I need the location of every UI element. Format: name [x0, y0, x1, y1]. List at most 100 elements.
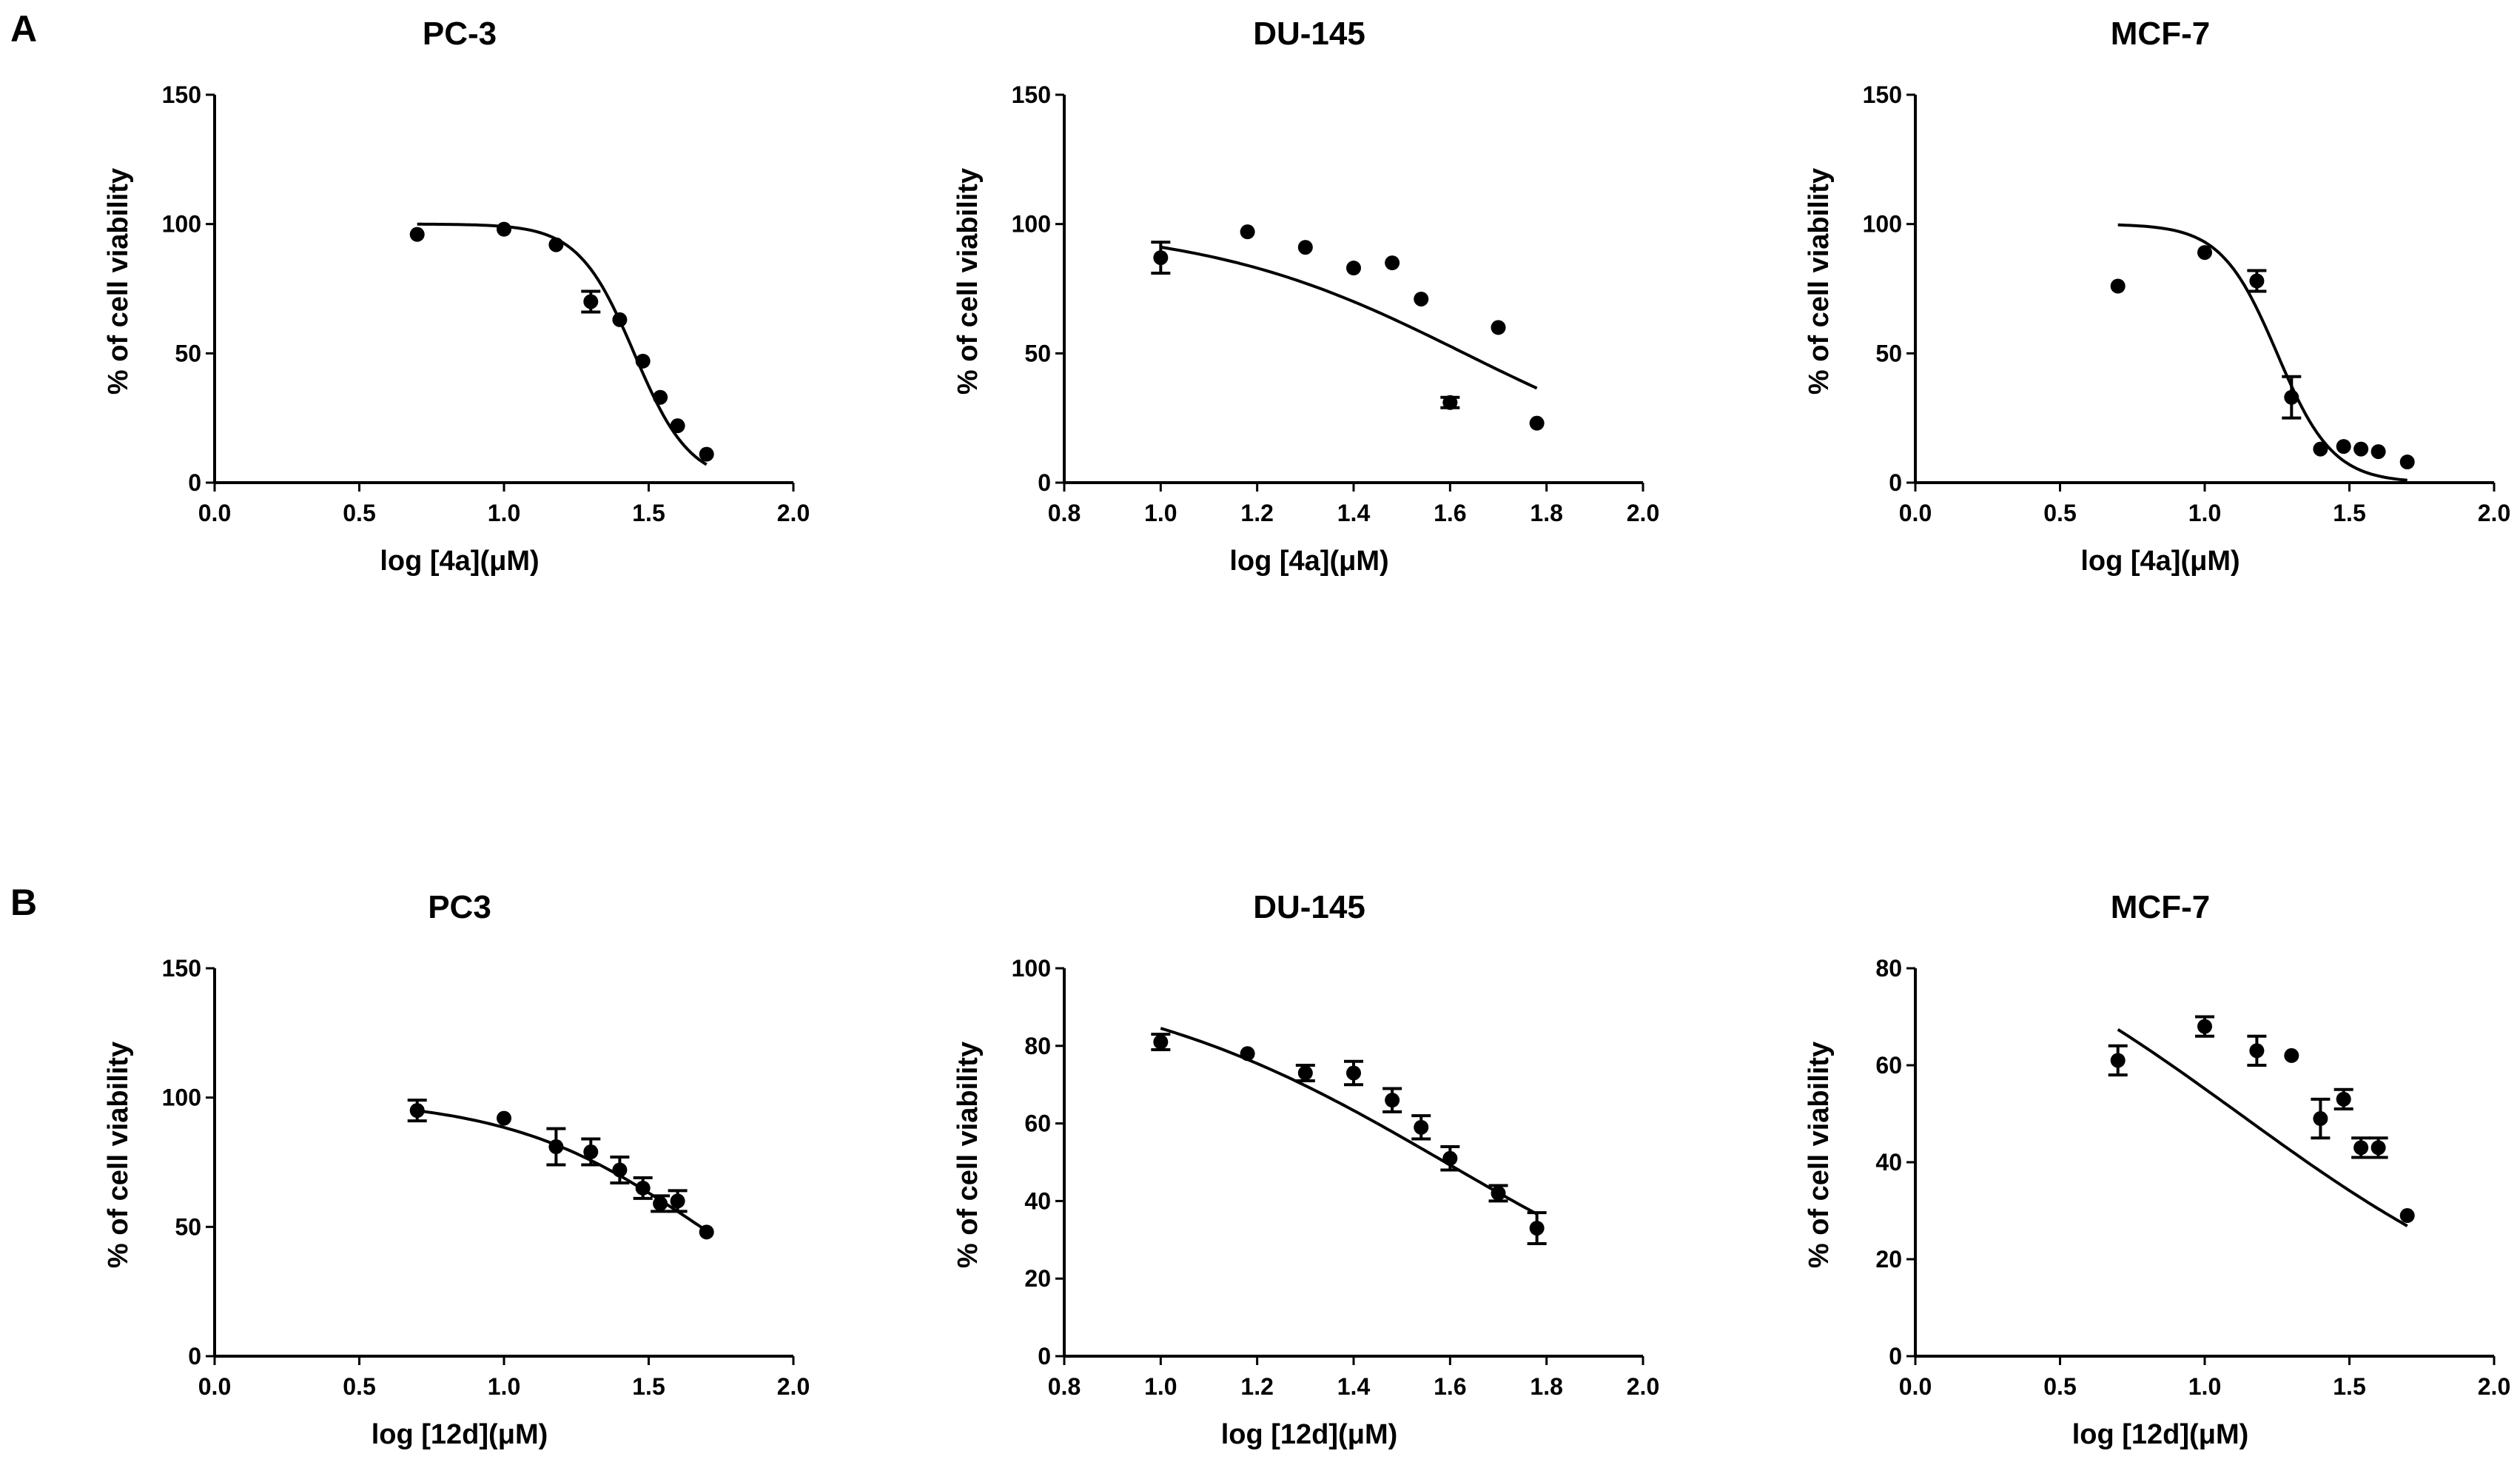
y-axis-label: % of cell viability	[1804, 1042, 1835, 1268]
x-tick-label: 0.0	[1899, 500, 1932, 526]
chart-4: PC3 0 50 100 150 0.0 0.5 1.0 1.5 2.0 log [12d](μM)…	[103, 889, 810, 1450]
data-point	[2249, 273, 2265, 289]
data-point	[548, 237, 564, 252]
y-tick-label: 40	[1024, 1187, 1051, 1214]
y-tick-label: 50	[1024, 340, 1051, 366]
data-point	[1529, 1221, 1545, 1236]
x-tick-label: 1.5	[2333, 500, 2365, 526]
data-point	[1442, 1150, 1458, 1166]
data-point	[670, 418, 685, 434]
data-point	[1414, 1119, 1429, 1135]
chart-3: MCF-7 0 50 100 150 0.0 0.5 1.0 1.5 2.0 log [4a](μM…	[1804, 16, 2510, 577]
data-point	[2197, 1019, 2212, 1034]
data-point	[409, 1103, 425, 1119]
data-point	[612, 1162, 628, 1178]
data-point	[2336, 439, 2351, 455]
x-tick-label: 1.6	[1434, 1373, 1466, 1400]
x-tick-label: 0.0	[198, 500, 231, 526]
y-tick-label: 60	[1875, 1052, 1902, 1079]
fit-curve	[417, 222, 708, 466]
chart-title: PC3	[428, 889, 491, 925]
y-tick-label: 40	[1875, 1149, 1902, 1176]
data-point	[635, 1180, 651, 1196]
data-point	[2336, 1091, 2351, 1107]
data-point	[1385, 255, 1400, 271]
data-point	[2110, 278, 2126, 294]
data-point	[1385, 1093, 1400, 1108]
data-point	[583, 294, 599, 309]
y-axis-label: % of cell viability	[103, 168, 134, 395]
data-point	[2353, 441, 2369, 457]
data-point	[2371, 1140, 2386, 1156]
data-point	[699, 446, 714, 462]
x-tick-label: 0.0	[198, 1373, 231, 1400]
x-tick-label: 2.0	[1627, 1373, 1659, 1400]
fit-curve	[1160, 245, 1538, 390]
x-tick-label: 1.0	[1144, 500, 1177, 526]
data-point	[1491, 1185, 1506, 1201]
x-axis-label: log [4a](μM)	[2080, 546, 2240, 577]
x-tick-label: 0.5	[343, 1373, 375, 1400]
data-point	[2284, 1047, 2299, 1063]
x-axis-label: log [4a](μM)	[1229, 546, 1388, 577]
charts-container: PC-3 0 50 100 150 0.0 0.5 1.0 1.5 2.0 log [4a](μM)…	[103, 16, 2510, 1450]
x-tick-label: 2.0	[2478, 500, 2510, 526]
x-tick-label: 0.0	[1899, 1373, 1932, 1400]
data-point	[1297, 1065, 1313, 1081]
fit-curve	[2117, 1028, 2408, 1227]
x-tick-label: 1.5	[2333, 1373, 2365, 1400]
data-point	[1297, 240, 1313, 255]
data-point	[2313, 441, 2328, 457]
data-point	[2249, 1043, 2265, 1059]
y-axis-label: % of cell viability	[952, 168, 984, 395]
data-point	[670, 1193, 685, 1209]
x-tick-label: 2.0	[777, 500, 810, 526]
data-point	[612, 312, 628, 327]
x-tick-label: 1.5	[632, 1373, 665, 1400]
y-tick-label: 0	[1038, 1343, 1051, 1370]
data-point	[1442, 395, 1458, 410]
data-point	[1153, 250, 1169, 266]
data-point	[2399, 1208, 2415, 1224]
x-tick-label: 1.5	[632, 500, 665, 526]
chart-1: PC-3 0 50 100 150 0.0 0.5 1.0 1.5 2.0 log [4a](μM)…	[103, 16, 810, 577]
data-point	[653, 1196, 668, 1211]
chart-6: MCF-7 0 20 40 60 80 0.0 0.5 1.0 1.5 2.0 log [12d](μ…	[1804, 889, 2510, 1450]
x-tick-label: 0.5	[2043, 500, 2076, 526]
y-tick-label: 0	[1889, 469, 1902, 496]
data-point	[2284, 389, 2299, 405]
data-point	[635, 353, 651, 369]
y-tick-label: 80	[1875, 955, 1902, 982]
y-tick-label: 100	[1012, 955, 1051, 982]
fit-curve	[1160, 1027, 1538, 1216]
chart-title: MCF-7	[2111, 889, 2210, 925]
y-tick-label: 100	[1012, 211, 1051, 238]
x-tick-label: 1.2	[1240, 1373, 1273, 1400]
data-point	[2197, 245, 2212, 261]
chart-5: DU-145 0 20 40 60 80 100 0.8 1.0 1.2 1.4 1.6 1.8 2.0 l…	[952, 889, 1659, 1450]
y-tick-label: 0	[1038, 469, 1051, 496]
x-tick-label: 0.5	[343, 500, 375, 526]
panel-label-a: A	[10, 8, 37, 50]
data-point	[1346, 1065, 1361, 1081]
chart-title: PC-3	[423, 16, 497, 52]
chart-title: DU-145	[1253, 16, 1365, 52]
y-axis-label: % of cell viability	[1804, 168, 1835, 395]
x-tick-label: 0.8	[1048, 500, 1081, 526]
data-point	[497, 221, 511, 237]
y-tick-label: 0	[188, 1343, 201, 1370]
x-axis-label: log [12d](μM)	[1221, 1419, 1398, 1450]
y-tick-label: 150	[162, 81, 201, 108]
data-point	[1529, 415, 1545, 431]
chart-2: DU-145 0 50 100 150 0.8 1.0 1.2 1.4 1.6 1.8 2.0 log …	[952, 16, 1659, 577]
x-tick-label: 1.0	[2188, 1373, 2221, 1400]
y-tick-label: 150	[1863, 81, 1902, 108]
x-tick-label: 1.6	[1434, 500, 1466, 526]
y-tick-label: 100	[162, 1084, 201, 1111]
data-point	[1414, 291, 1429, 306]
y-tick-label: 50	[1875, 340, 1902, 366]
y-tick-label: 60	[1024, 1110, 1051, 1137]
x-axis-label: log [4a](μM)	[380, 546, 539, 577]
x-tick-label: 1.4	[1337, 500, 1371, 526]
